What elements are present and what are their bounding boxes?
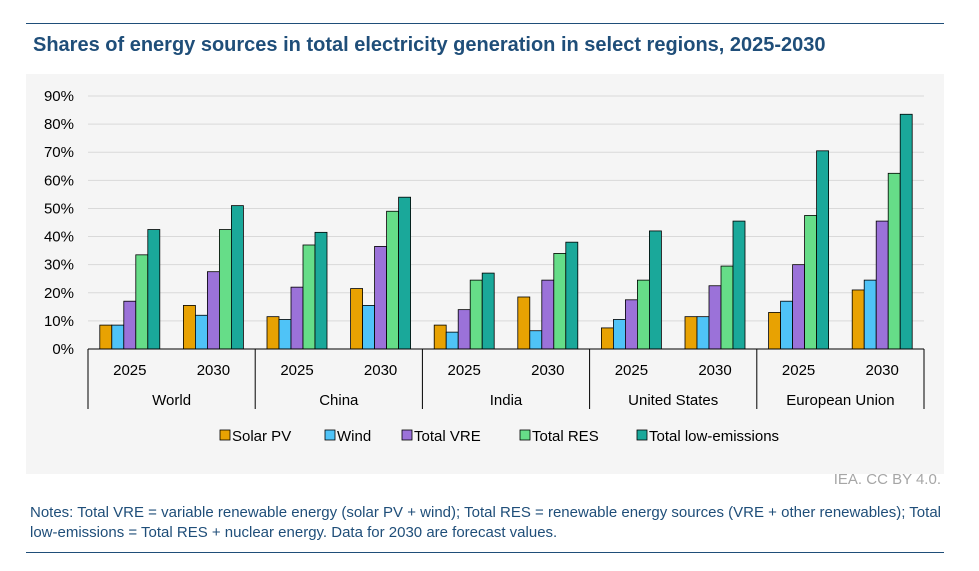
bar (780, 300, 793, 350)
bar (278, 319, 292, 350)
y-tick-label: 60% (44, 172, 74, 189)
legend-swatch (401, 429, 413, 441)
year-label: 2030 (866, 362, 899, 379)
year-label: 2030 (197, 362, 230, 379)
bar (887, 172, 901, 350)
bar (111, 324, 125, 350)
bar (816, 150, 829, 350)
bar (135, 254, 149, 350)
bar (302, 244, 316, 350)
bar (386, 210, 400, 350)
group-label: United States (628, 392, 718, 409)
bar (696, 316, 710, 350)
bar (206, 271, 220, 350)
bar (899, 113, 913, 350)
y-tick-label: 50% (44, 200, 74, 217)
y-tick-label: 20% (44, 285, 74, 302)
bar (398, 196, 412, 350)
year-label: 2025 (280, 362, 313, 379)
bar (182, 305, 196, 350)
bar (601, 327, 614, 350)
bar (230, 205, 244, 350)
chart-title: Shares of energy sources in total electr… (33, 34, 826, 56)
bar (457, 309, 471, 350)
bar (517, 296, 531, 350)
bar (266, 316, 280, 350)
bottom-rule (26, 552, 944, 553)
bar (613, 319, 626, 350)
legend-swatch (324, 429, 336, 441)
y-tick-label: 0% (52, 341, 74, 358)
top-rule (26, 23, 944, 24)
bar (541, 279, 555, 350)
bar (314, 231, 328, 350)
bar (433, 324, 447, 350)
legend-label: Total RES (532, 428, 599, 445)
legend-label: Total VRE (414, 428, 481, 445)
bar (851, 289, 865, 350)
bar (768, 312, 781, 350)
bar (804, 215, 817, 350)
year-label: 2030 (531, 362, 564, 379)
bar (792, 264, 805, 350)
bar (732, 220, 746, 350)
legend-swatch (636, 429, 648, 441)
group-label: European Union (786, 392, 894, 409)
bar (290, 286, 304, 350)
legend-swatch (519, 429, 531, 441)
group-label: China (319, 392, 359, 409)
bar (649, 230, 662, 350)
bar (218, 229, 232, 350)
bar (374, 245, 388, 350)
y-tick-label: 70% (44, 144, 74, 161)
y-tick-label: 90% (44, 88, 74, 105)
bar (863, 279, 877, 350)
year-label: 2030 (698, 362, 731, 379)
bar (529, 330, 543, 350)
group-label: World (152, 392, 191, 409)
bar (684, 316, 698, 350)
year-label: 2025 (782, 362, 815, 379)
bar (625, 299, 638, 350)
y-tick-label: 80% (44, 116, 74, 133)
bar (362, 305, 376, 350)
y-tick-label: 40% (44, 229, 74, 246)
year-label: 2025 (448, 362, 481, 379)
bar (194, 314, 208, 350)
legend-swatch (219, 429, 231, 441)
year-label: 2025 (113, 362, 146, 379)
year-label: 2030 (364, 362, 397, 379)
bar (350, 288, 364, 350)
notes-text: Notes: Total VRE = variable renewable en… (30, 504, 941, 541)
bar (565, 241, 579, 350)
y-tick-label: 10% (44, 313, 74, 330)
y-tick-label: 30% (44, 257, 74, 274)
bar (553, 253, 567, 350)
bar (875, 220, 889, 350)
bar (481, 272, 495, 350)
bar (123, 300, 137, 350)
bar (99, 324, 113, 350)
group-label: India (490, 392, 523, 409)
bar (637, 279, 650, 350)
credit-text: IEA. CC BY 4.0. (833, 471, 941, 488)
bar (469, 279, 483, 350)
bar (445, 331, 459, 350)
legend-label: Total low-emissions (649, 428, 779, 445)
bar (708, 285, 722, 350)
legend-label: Wind (337, 428, 371, 445)
bar (720, 265, 734, 350)
legend-label: Solar PV (232, 428, 291, 445)
bar (147, 229, 161, 350)
year-label: 2025 (615, 362, 648, 379)
